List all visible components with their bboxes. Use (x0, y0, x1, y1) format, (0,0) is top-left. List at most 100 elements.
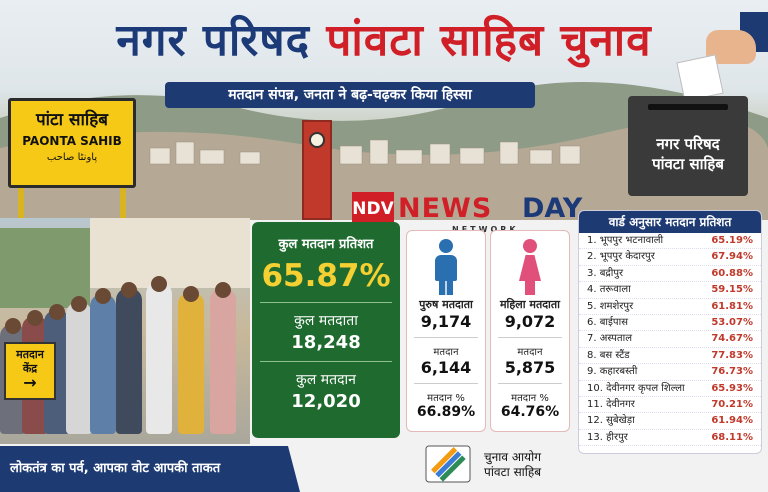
female-votes-label: मतदान (517, 347, 543, 358)
female-pct-value: 64.76% (500, 404, 560, 420)
ward-row: 2. भूपपुर केदारपुर 67.94% (579, 249, 761, 266)
ward-name: 2. भूपपुर केदारपुर (587, 251, 655, 263)
booth-sign-line1: मतदान (16, 348, 44, 361)
total-votes-label: कुल मतदान (296, 372, 356, 388)
ward-row: 10. देवीनगर कृपल शिल्ला 65.93% (579, 381, 761, 397)
ward-row: 5. शमशेरपुर 61.81% (579, 299, 761, 315)
ward-percentage: 61.81% (711, 300, 753, 312)
divider (498, 383, 562, 384)
divider (260, 361, 392, 362)
male-voters-label: पुरुष मतदाता (419, 298, 473, 311)
ec-line2: पांवटा साहिब (484, 465, 542, 479)
ward-row: 13. हीरपुर 68.11% (579, 430, 761, 447)
person (210, 288, 236, 434)
ward-name: 4. तरूवाला (587, 284, 631, 296)
ward-row: 6. बाईपास 53.07% (579, 315, 761, 332)
turnout-value: 65.87% (261, 258, 391, 294)
election-commission-text: चुनाव आयोग पांवटा साहिब (484, 450, 541, 480)
booth-sign-line2: केंद्र (22, 362, 38, 375)
building (90, 218, 250, 288)
polling-booth-sign: मतदान केंद्र → (4, 342, 56, 400)
ward-name: 10. देवीनगर कृपल शिल्ला (587, 382, 685, 394)
ballot-slot (648, 104, 728, 110)
ballot-box-line2: पांवटा साहिब (652, 155, 724, 173)
male-votes-value: 6,144 (420, 358, 472, 377)
ward-row: 9. कहारबस्ती 76.73% (579, 364, 761, 381)
person-head (5, 318, 21, 334)
ward-name: 5. शमशेरपुर (587, 300, 634, 312)
clock-icon (309, 132, 325, 148)
ward-row: 3. बद्रीपुर 60.88% (579, 266, 761, 283)
ward-name: 7. अस्पताल (587, 333, 632, 345)
signboard-hindi: पांटा साहिब (36, 110, 108, 130)
ward-name: 13. हीरपुर (587, 431, 628, 443)
person-head (151, 276, 167, 292)
person (116, 288, 142, 434)
male-voters-card: पुरुष मतदाता 9,174 मतदान 6,144 मतदान % 6… (406, 230, 486, 432)
logo-day: DAY (522, 193, 583, 224)
female-pct-label: मतदान % (511, 393, 549, 404)
title-part-1: नगर परिषद (116, 15, 311, 66)
ward-percentage: 77.83% (711, 349, 753, 361)
male-pct-label: मतदान % (427, 393, 465, 404)
person (66, 302, 92, 434)
ward-percentage: 65.19% (711, 235, 753, 246)
ward-percentage: 59.15% (711, 284, 753, 296)
title-part-2: पांवटा साहिब चुनाव (326, 15, 652, 66)
ward-percentage: 74.67% (711, 333, 753, 345)
female-icon (515, 239, 545, 295)
election-commission-logo-icon (425, 445, 471, 483)
clock-tower (302, 120, 332, 220)
turnout-summary-card: कुल मतदान प्रतिशत 65.87% कुल मतदाता 18,2… (252, 222, 400, 438)
ward-name: 6. बाईपास (587, 316, 628, 328)
ward-percentage: 70.21% (711, 398, 753, 410)
town-scenery (0, 82, 768, 220)
person-head (215, 282, 231, 298)
footer-slogan-banner: लोकतंत्र का पर्व, आपका वोट आपकी ताकत (0, 446, 300, 492)
ballot-paper-icon (676, 54, 724, 102)
ward-row: 1. भूपपुर भटनावाली 65.19% (579, 233, 761, 250)
signboard-post (18, 188, 24, 218)
voters-queue-photo (0, 218, 250, 444)
ward-percentage: 76.73% (711, 366, 753, 378)
person-head (121, 282, 137, 298)
ec-line1: चुनाव आयोग (484, 450, 541, 464)
ward-row: 11. देवीनगर 70.21% (579, 397, 761, 414)
ward-row: 7. अस्पताल 74.67% (579, 331, 761, 348)
ward-percentage: 61.94% (711, 415, 753, 427)
ward-name: 1. भूपपुर भटनावाली (587, 235, 664, 246)
ward-table-title: वार्ड अनुसार मतदान प्रतिशत (579, 211, 761, 233)
ballot-box: नगर परिषद पांवटा साहिब (628, 96, 748, 196)
person (146, 282, 172, 434)
person-head (49, 304, 65, 320)
ward-turnout-table: वार्ड अनुसार मतदान प्रतिशत 1. भूपपुर भटन… (578, 210, 762, 454)
logo-network: NETWORK (452, 225, 519, 234)
divider (498, 337, 562, 338)
ward-name: 11. देवीनगर (587, 398, 635, 410)
signboard-english: PAONTA SAHIB (22, 134, 122, 148)
ward-percentage: 67.94% (711, 251, 753, 263)
page-title: नगर परिषद पांवटा साहिब चुनाव (0, 8, 768, 68)
ward-name: 9. कहारबस्ती (587, 366, 638, 378)
ward-name: 12. सुबेखेड़ा (587, 415, 635, 427)
ward-row: 12. सुबेखेड़ा 61.94% (579, 413, 761, 430)
ward-percentage: 65.93% (711, 382, 753, 394)
ward-name: 3. बद्रीपुर (587, 267, 624, 279)
logo-ndv: NDV (352, 192, 394, 226)
divider (414, 383, 478, 384)
female-voters-value: 9,072 (504, 312, 556, 331)
subtitle-banner: मतदान संपन्न, जनता ने बढ़-चढ़कर किया हिस… (165, 82, 535, 108)
ward-percentage: 68.11% (711, 431, 753, 443)
tree (0, 228, 90, 308)
signboard-post (120, 188, 126, 218)
divider (260, 302, 392, 303)
ward-name: 8. बस स्टैंड (587, 349, 630, 361)
ward-row: 8. बस स्टैंड 77.83% (579, 348, 761, 365)
male-votes-label: मतदान (433, 347, 459, 358)
ballot-box-line1: नगर परिषद (656, 135, 720, 153)
divider (414, 337, 478, 338)
female-votes-value: 5,875 (504, 358, 556, 377)
total-voters-label: कुल मतदाता (294, 313, 358, 329)
female-voters-label: महिला मतदाता (499, 298, 561, 311)
person-head (183, 286, 199, 302)
